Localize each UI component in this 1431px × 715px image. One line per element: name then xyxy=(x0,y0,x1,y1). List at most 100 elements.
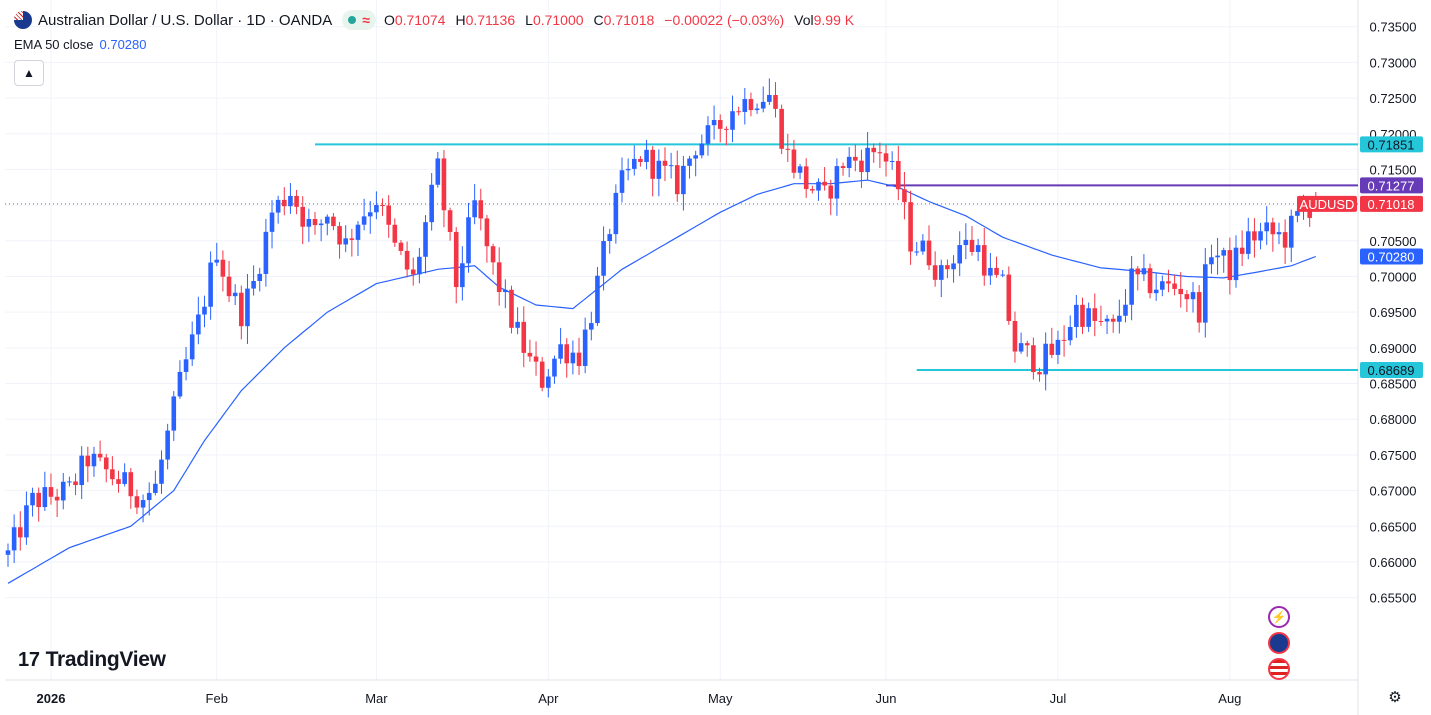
candle-body xyxy=(828,185,834,199)
candle-body xyxy=(631,158,637,169)
candle-body xyxy=(349,238,355,240)
candle-body xyxy=(975,245,981,252)
candle-body xyxy=(331,216,336,227)
candle-body xyxy=(558,344,563,359)
candle-body xyxy=(853,156,858,161)
candle-body xyxy=(656,160,662,179)
candle-body xyxy=(570,352,576,364)
candle-body xyxy=(1295,211,1300,216)
time-tick-label: Jun xyxy=(876,691,897,706)
candle-body xyxy=(1276,232,1282,235)
candle-body xyxy=(521,321,527,353)
candle-body xyxy=(410,269,416,275)
candle-body xyxy=(288,195,293,207)
candle-body xyxy=(392,224,398,243)
lightning-icon[interactable]: ⚡ xyxy=(1268,606,1290,628)
candle-body xyxy=(674,165,680,195)
price-tick-label: 0.66000 xyxy=(1370,555,1417,570)
candle-body xyxy=(932,265,938,280)
candle-body xyxy=(1061,339,1067,341)
tradingview-logo[interactable]: 17 TradingView xyxy=(18,648,166,672)
candle-body xyxy=(1239,247,1245,254)
candle-body xyxy=(785,148,791,150)
candle-body xyxy=(282,199,287,207)
candle-body xyxy=(533,356,539,362)
candle-body xyxy=(668,165,674,167)
aud-flag-icon xyxy=(14,11,32,29)
candle-body xyxy=(91,453,97,467)
market-open-dot-icon xyxy=(348,16,357,24)
candle-body xyxy=(1282,232,1288,248)
candle-body xyxy=(619,170,625,193)
ema-legend[interactable]: EMA 50 close 0.70280 xyxy=(14,37,147,52)
symbol-title[interactable]: Australian Dollar / U.S. Dollar · 1D · O… xyxy=(38,11,333,29)
candle-body xyxy=(595,275,600,324)
candle-body xyxy=(1215,255,1220,258)
hline-tag-upper: 0.71851 xyxy=(1368,137,1415,152)
candle-body xyxy=(140,500,146,508)
ohlc-change: −0.00022 (−0.03%) xyxy=(664,12,785,28)
ohlc-low: L0.71000 xyxy=(525,12,584,28)
candle-body xyxy=(343,238,348,245)
candle-body xyxy=(110,469,115,480)
candle-body xyxy=(1043,343,1048,375)
candle-body xyxy=(269,212,275,232)
candle-body xyxy=(1264,222,1269,232)
candle-body xyxy=(435,158,441,185)
candle-body xyxy=(1288,215,1294,248)
symbol-tag: AUDUSD xyxy=(1300,197,1355,212)
candle-body xyxy=(1227,250,1233,281)
candle-body xyxy=(1055,339,1061,355)
candle-body xyxy=(859,160,864,173)
ema-price-tag-bg xyxy=(1360,248,1423,265)
candle-body xyxy=(472,200,477,218)
candle-body xyxy=(417,256,422,275)
candle-body xyxy=(380,205,385,207)
candle-body xyxy=(361,216,367,225)
candle-body xyxy=(711,120,717,126)
chevron-up-icon: ▲ xyxy=(23,66,35,80)
volume: Vol9.99 K xyxy=(794,12,855,28)
candle-body xyxy=(294,195,299,207)
collapse-legend-button[interactable]: ▲ xyxy=(14,60,44,86)
candle-body xyxy=(589,323,594,330)
candle-body xyxy=(214,259,220,263)
chart-settings-icon[interactable]: ⚙ xyxy=(1388,689,1402,706)
candle-body xyxy=(337,226,342,245)
candle-body xyxy=(601,241,606,276)
candle-body xyxy=(920,240,926,252)
candle-body xyxy=(263,231,269,274)
candle-body xyxy=(1196,292,1202,323)
candle-body xyxy=(1245,231,1251,254)
candle-body xyxy=(1203,264,1208,323)
candle-body xyxy=(1000,274,1005,276)
candle-body xyxy=(1160,281,1165,290)
candle-body xyxy=(24,505,29,538)
candle-body xyxy=(484,218,490,247)
usd-news-icon[interactable] xyxy=(1268,658,1290,680)
candle-body xyxy=(460,263,465,288)
candle-body xyxy=(134,496,140,508)
candle-body xyxy=(840,166,846,168)
candle-body xyxy=(914,251,920,253)
candle-body xyxy=(951,263,956,270)
candle-body xyxy=(1049,343,1055,355)
candle-body xyxy=(877,152,883,154)
ema-layer xyxy=(7,179,1317,584)
time-tick-label: Jul xyxy=(1050,691,1067,706)
candle-body xyxy=(693,155,698,159)
candle-body xyxy=(208,262,213,307)
candle-body xyxy=(97,453,103,458)
candle-body xyxy=(1221,250,1227,256)
candle-body xyxy=(232,292,238,297)
time-tick-label: Mar xyxy=(365,691,388,706)
aud-news-icon[interactable] xyxy=(1268,632,1290,654)
time-tick-label: May xyxy=(708,691,733,706)
candle-body xyxy=(165,430,170,460)
candle-body xyxy=(816,181,821,191)
candle-body xyxy=(73,481,78,486)
market-status-pill[interactable]: ≈ xyxy=(342,10,376,30)
hline-tag-purple: 0.71277 xyxy=(1368,178,1415,193)
candle-body xyxy=(797,166,803,173)
